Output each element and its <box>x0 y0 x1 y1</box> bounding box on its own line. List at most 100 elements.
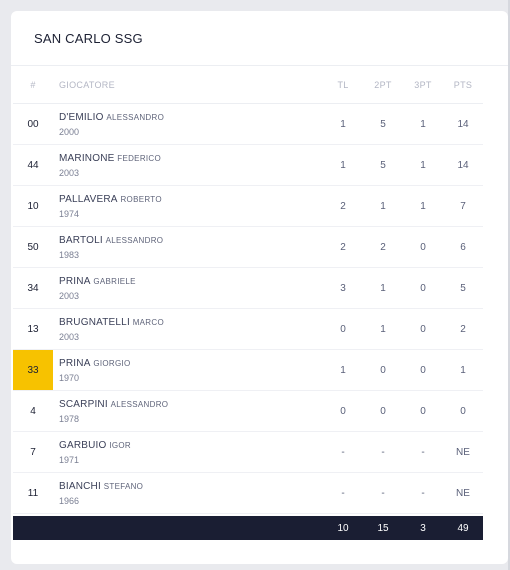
player-firstname[interactable]: ALESSANDRO <box>106 113 165 122</box>
stat-pts: 0 <box>460 405 466 417</box>
player-stats-table: # GIOCATORE TL 2PT 3PT PTS 00 D'EMILIO AL… <box>13 67 483 514</box>
table-row: 7 GARBUIO IGOR 1971 - - - NE <box>13 432 483 473</box>
stat-pts: NE <box>456 446 470 458</box>
player-cell[interactable]: PRINA GIORGIO 1970 <box>59 350 309 390</box>
stat-2pt: 1 <box>380 200 386 212</box>
stat-3pt: 1 <box>420 200 426 212</box>
stat-tl: 2 <box>340 241 346 253</box>
stat-2pt: 2 <box>380 241 386 253</box>
stat-3pt: 1 <box>420 159 426 171</box>
player-birth-year: 1983 <box>59 250 80 260</box>
table-header: # GIOCATORE TL 2PT 3PT PTS <box>13 67 483 104</box>
player-name[interactable]: BARTOLI ALESSANDRO <box>59 234 163 247</box>
table-row: 33 PRINA GIORGIO 1970 1 0 0 1 <box>13 350 483 391</box>
player-surname[interactable]: BRUGNATELLI <box>59 317 130 328</box>
table-row: 11 BIANCHI STEFANO 1966 - - - NE <box>13 473 483 514</box>
player-cell[interactable]: GARBUIO IGOR 1971 <box>59 432 309 472</box>
stat-pts: 1 <box>460 364 466 376</box>
player-firstname[interactable]: GABRIELE <box>93 277 136 286</box>
player-surname[interactable]: PRINA <box>59 276 91 287</box>
player-cell[interactable]: MARINONE FEDERICO 2003 <box>59 145 309 185</box>
stat-3pt: - <box>421 487 425 499</box>
player-firstname[interactable]: STEFANO <box>103 482 144 491</box>
player-surname[interactable]: GARBUIO <box>59 440 107 451</box>
page-scrollbar[interactable] <box>508 0 510 570</box>
stat-3pt: 1 <box>420 118 426 130</box>
card-header: SAN CARLO SSG <box>11 11 508 66</box>
player-number: 13 <box>27 323 39 335</box>
stat-pts: 6 <box>460 241 466 253</box>
stat-3pt: 0 <box>420 241 426 253</box>
stat-2pt: - <box>381 487 385 499</box>
player-surname[interactable]: PALLAVERA <box>59 194 118 205</box>
player-name[interactable]: BIANCHI STEFANO <box>59 480 143 493</box>
player-surname[interactable]: PRINA <box>59 358 91 369</box>
player-number: 00 <box>27 118 39 130</box>
player-firstname[interactable]: ALESSANDRO <box>110 400 169 409</box>
player-cell[interactable]: D'EMILIO ALESSANDRO 2000 <box>59 104 309 144</box>
player-name[interactable]: PRINA GABRIELE <box>59 275 136 288</box>
player-number: 44 <box>27 159 39 171</box>
player-firstname[interactable]: FEDERICO <box>117 154 162 163</box>
stat-tl: 0 <box>340 405 346 417</box>
stat-tl: 3 <box>340 282 346 294</box>
stat-2pt: 5 <box>380 118 386 130</box>
stat-2pt: 1 <box>380 323 386 335</box>
player-firstname[interactable]: IGOR <box>109 441 131 450</box>
column-header-pts: PTS <box>453 80 473 90</box>
player-surname[interactable]: BIANCHI <box>59 481 101 492</box>
column-header-player: GIOCATORE <box>59 67 309 103</box>
player-surname[interactable]: MARINONE <box>59 153 115 164</box>
player-cell[interactable]: BRUGNATELLI MARCO 2003 <box>59 309 309 349</box>
stat-3pt: - <box>421 446 425 458</box>
player-name[interactable]: PALLAVERA ROBERTO <box>59 193 162 206</box>
table-row: 00 D'EMILIO ALESSANDRO 2000 1 5 1 14 <box>13 104 483 145</box>
player-number: 4 <box>30 405 36 417</box>
player-cell[interactable]: BARTOLI ALESSANDRO 1983 <box>59 227 309 267</box>
stat-tl: - <box>341 446 345 458</box>
player-cell[interactable]: PRINA GABRIELE 2003 <box>59 268 309 308</box>
player-birth-year: 1978 <box>59 414 80 424</box>
player-name[interactable]: GARBUIO IGOR <box>59 439 131 452</box>
player-cell[interactable]: PALLAVERA ROBERTO 1974 <box>59 186 309 226</box>
stat-pts: 14 <box>457 118 469 130</box>
table-row: 44 MARINONE FEDERICO 2003 1 5 1 14 <box>13 145 483 186</box>
player-number: 11 <box>27 487 39 499</box>
player-cell[interactable]: BIANCHI STEFANO 1966 <box>59 473 309 513</box>
player-surname[interactable]: D'EMILIO <box>59 112 104 123</box>
stat-2pt: 0 <box>380 364 386 376</box>
stat-3pt: 0 <box>420 364 426 376</box>
player-number: 10 <box>27 200 39 212</box>
player-surname[interactable]: SCARPINI <box>59 399 108 410</box>
player-birth-year: 1970 <box>59 373 80 383</box>
column-header-3pt: 3PT <box>414 80 432 90</box>
total-pts: 49 <box>457 522 469 534</box>
player-number: 50 <box>27 241 39 253</box>
player-birth-year: 2003 <box>59 332 80 342</box>
stat-pts: 7 <box>460 200 466 212</box>
player-birth-year: 2003 <box>59 291 80 301</box>
table-row: 50 BARTOLI ALESSANDRO 1983 2 2 0 6 <box>13 227 483 268</box>
player-birth-year: 2003 <box>59 168 80 178</box>
player-firstname[interactable]: ROBERTO <box>120 195 162 204</box>
player-firstname[interactable]: ALESSANDRO <box>105 236 164 245</box>
player-name[interactable]: PRINA GIORGIO <box>59 357 131 370</box>
stat-3pt: 0 <box>420 323 426 335</box>
table-row: 34 PRINA GABRIELE 2003 3 1 0 5 <box>13 268 483 309</box>
team-title: SAN CARLO SSG <box>34 31 143 46</box>
stat-tl: 1 <box>340 159 346 171</box>
player-name[interactable]: SCARPINI ALESSANDRO <box>59 398 168 411</box>
table-row: 4 SCARPINI ALESSANDRO 1978 0 0 0 0 <box>13 391 483 432</box>
player-surname[interactable]: BARTOLI <box>59 235 103 246</box>
table-row: 10 PALLAVERA ROBERTO 1974 2 1 1 7 <box>13 186 483 227</box>
stat-tl: 2 <box>340 200 346 212</box>
player-firstname[interactable]: GIORGIO <box>93 359 131 368</box>
table-row: 13 BRUGNATELLI MARCO 2003 0 1 0 2 <box>13 309 483 350</box>
column-header-number: # <box>30 80 36 90</box>
player-firstname[interactable]: MARCO <box>132 318 164 327</box>
player-name[interactable]: MARINONE FEDERICO <box>59 152 161 165</box>
player-name[interactable]: D'EMILIO ALESSANDRO <box>59 111 164 124</box>
player-name[interactable]: BRUGNATELLI MARCO <box>59 316 164 329</box>
player-number: 34 <box>27 282 39 294</box>
player-cell[interactable]: SCARPINI ALESSANDRO 1978 <box>59 391 309 431</box>
